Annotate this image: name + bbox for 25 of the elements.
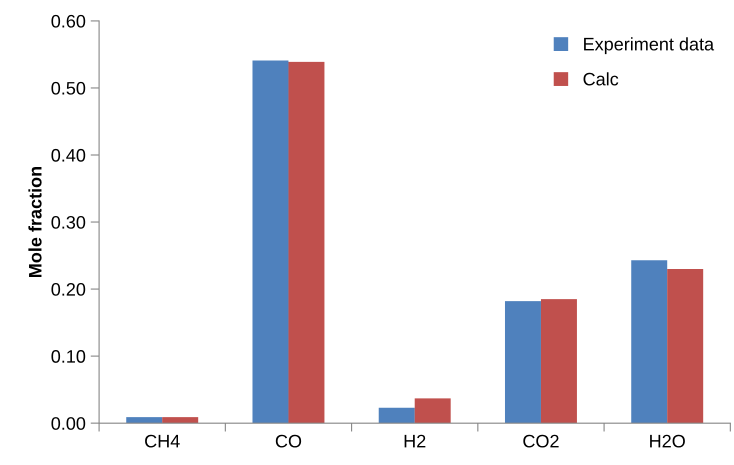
bar bbox=[162, 417, 198, 424]
bar bbox=[540, 299, 577, 424]
bar bbox=[667, 268, 704, 424]
y-tick-label: 0.40 bbox=[51, 148, 86, 162]
bar bbox=[504, 301, 541, 424]
bar bbox=[414, 398, 451, 424]
y-tick-label: 0.20 bbox=[51, 283, 86, 296]
x-tick-label: H2O bbox=[650, 434, 685, 448]
bar bbox=[631, 260, 668, 424]
y-tick-label: 0.30 bbox=[51, 216, 86, 229]
y-tick-label: 0.00 bbox=[51, 417, 86, 430]
legend-label: Calc bbox=[584, 72, 618, 86]
x-tick-label: CO2 bbox=[523, 434, 559, 448]
y-tick-label: 0.10 bbox=[51, 350, 86, 363]
y-tick-label: 0.50 bbox=[51, 82, 86, 95]
y-tick-label: 0.60 bbox=[51, 14, 86, 28]
x-tick-label: CO bbox=[276, 434, 302, 448]
legend-label: Experiment data bbox=[584, 37, 714, 54]
x-tick-label: H2 bbox=[404, 434, 426, 448]
bar bbox=[288, 62, 324, 424]
bar bbox=[126, 417, 162, 424]
x-tick-label: CH4 bbox=[145, 434, 180, 448]
bar bbox=[252, 60, 288, 424]
bar bbox=[378, 408, 415, 424]
y-axis-title: Mole fraction bbox=[28, 166, 42, 278]
